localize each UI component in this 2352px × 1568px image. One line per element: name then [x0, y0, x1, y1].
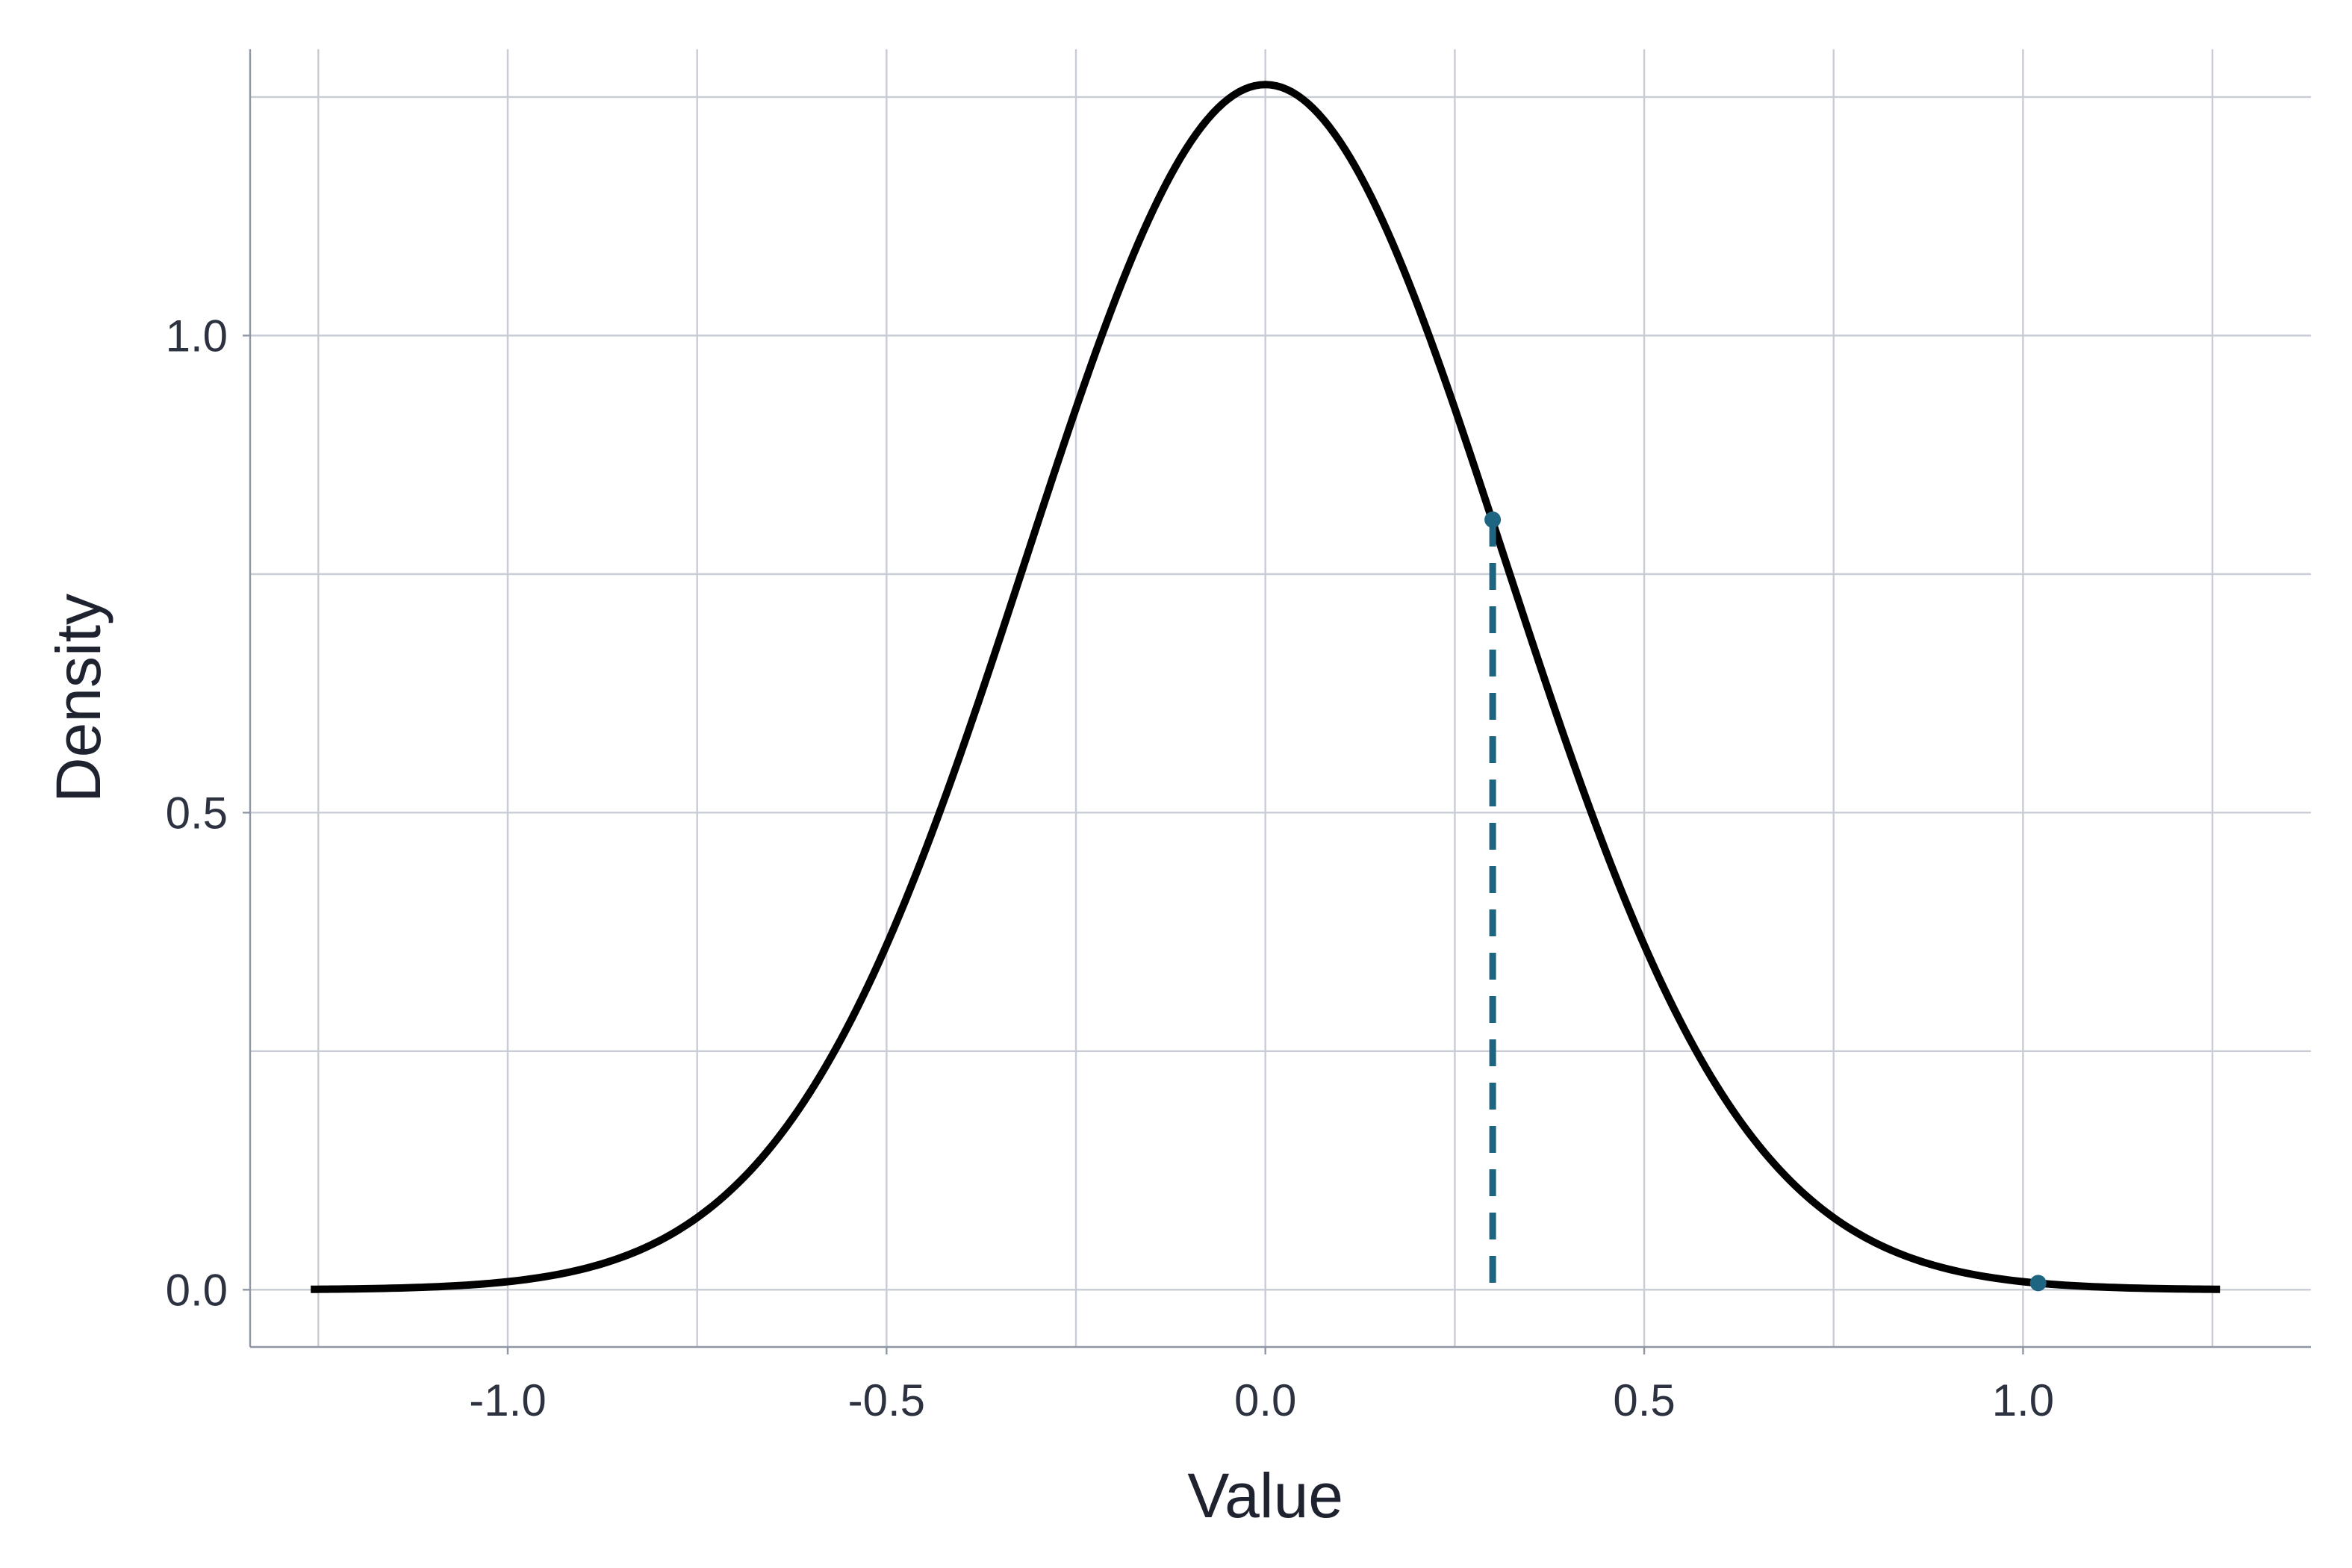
- grid-layer: [250, 49, 2311, 1347]
- density-curve-line: [311, 81, 2221, 1293]
- x-tick-label: 1.0: [1992, 1375, 2054, 1425]
- axis-layer: [243, 49, 2311, 1354]
- x-tick-label: -1.0: [469, 1375, 546, 1425]
- label-layer: -1.0 -0.5 0.0 0.5 1.0 0.0 0.5 1.0 Value Density: [43, 311, 2054, 1531]
- y-tick-label: 1.0: [166, 311, 228, 361]
- x-tick-label: 0.5: [1613, 1375, 1675, 1425]
- data-point: [1484, 511, 1502, 529]
- x-axis-title: Value: [1187, 1460, 1343, 1531]
- series-layer: [311, 81, 2221, 1293]
- data-point: [2029, 1275, 2047, 1292]
- y-tick-label: 0.5: [166, 788, 228, 838]
- x-tick-label: -0.5: [848, 1375, 925, 1425]
- y-tick-label: 0.0: [166, 1265, 228, 1315]
- y-axis-title: Density: [43, 594, 113, 803]
- x-tick-label: 0.0: [1234, 1375, 1296, 1425]
